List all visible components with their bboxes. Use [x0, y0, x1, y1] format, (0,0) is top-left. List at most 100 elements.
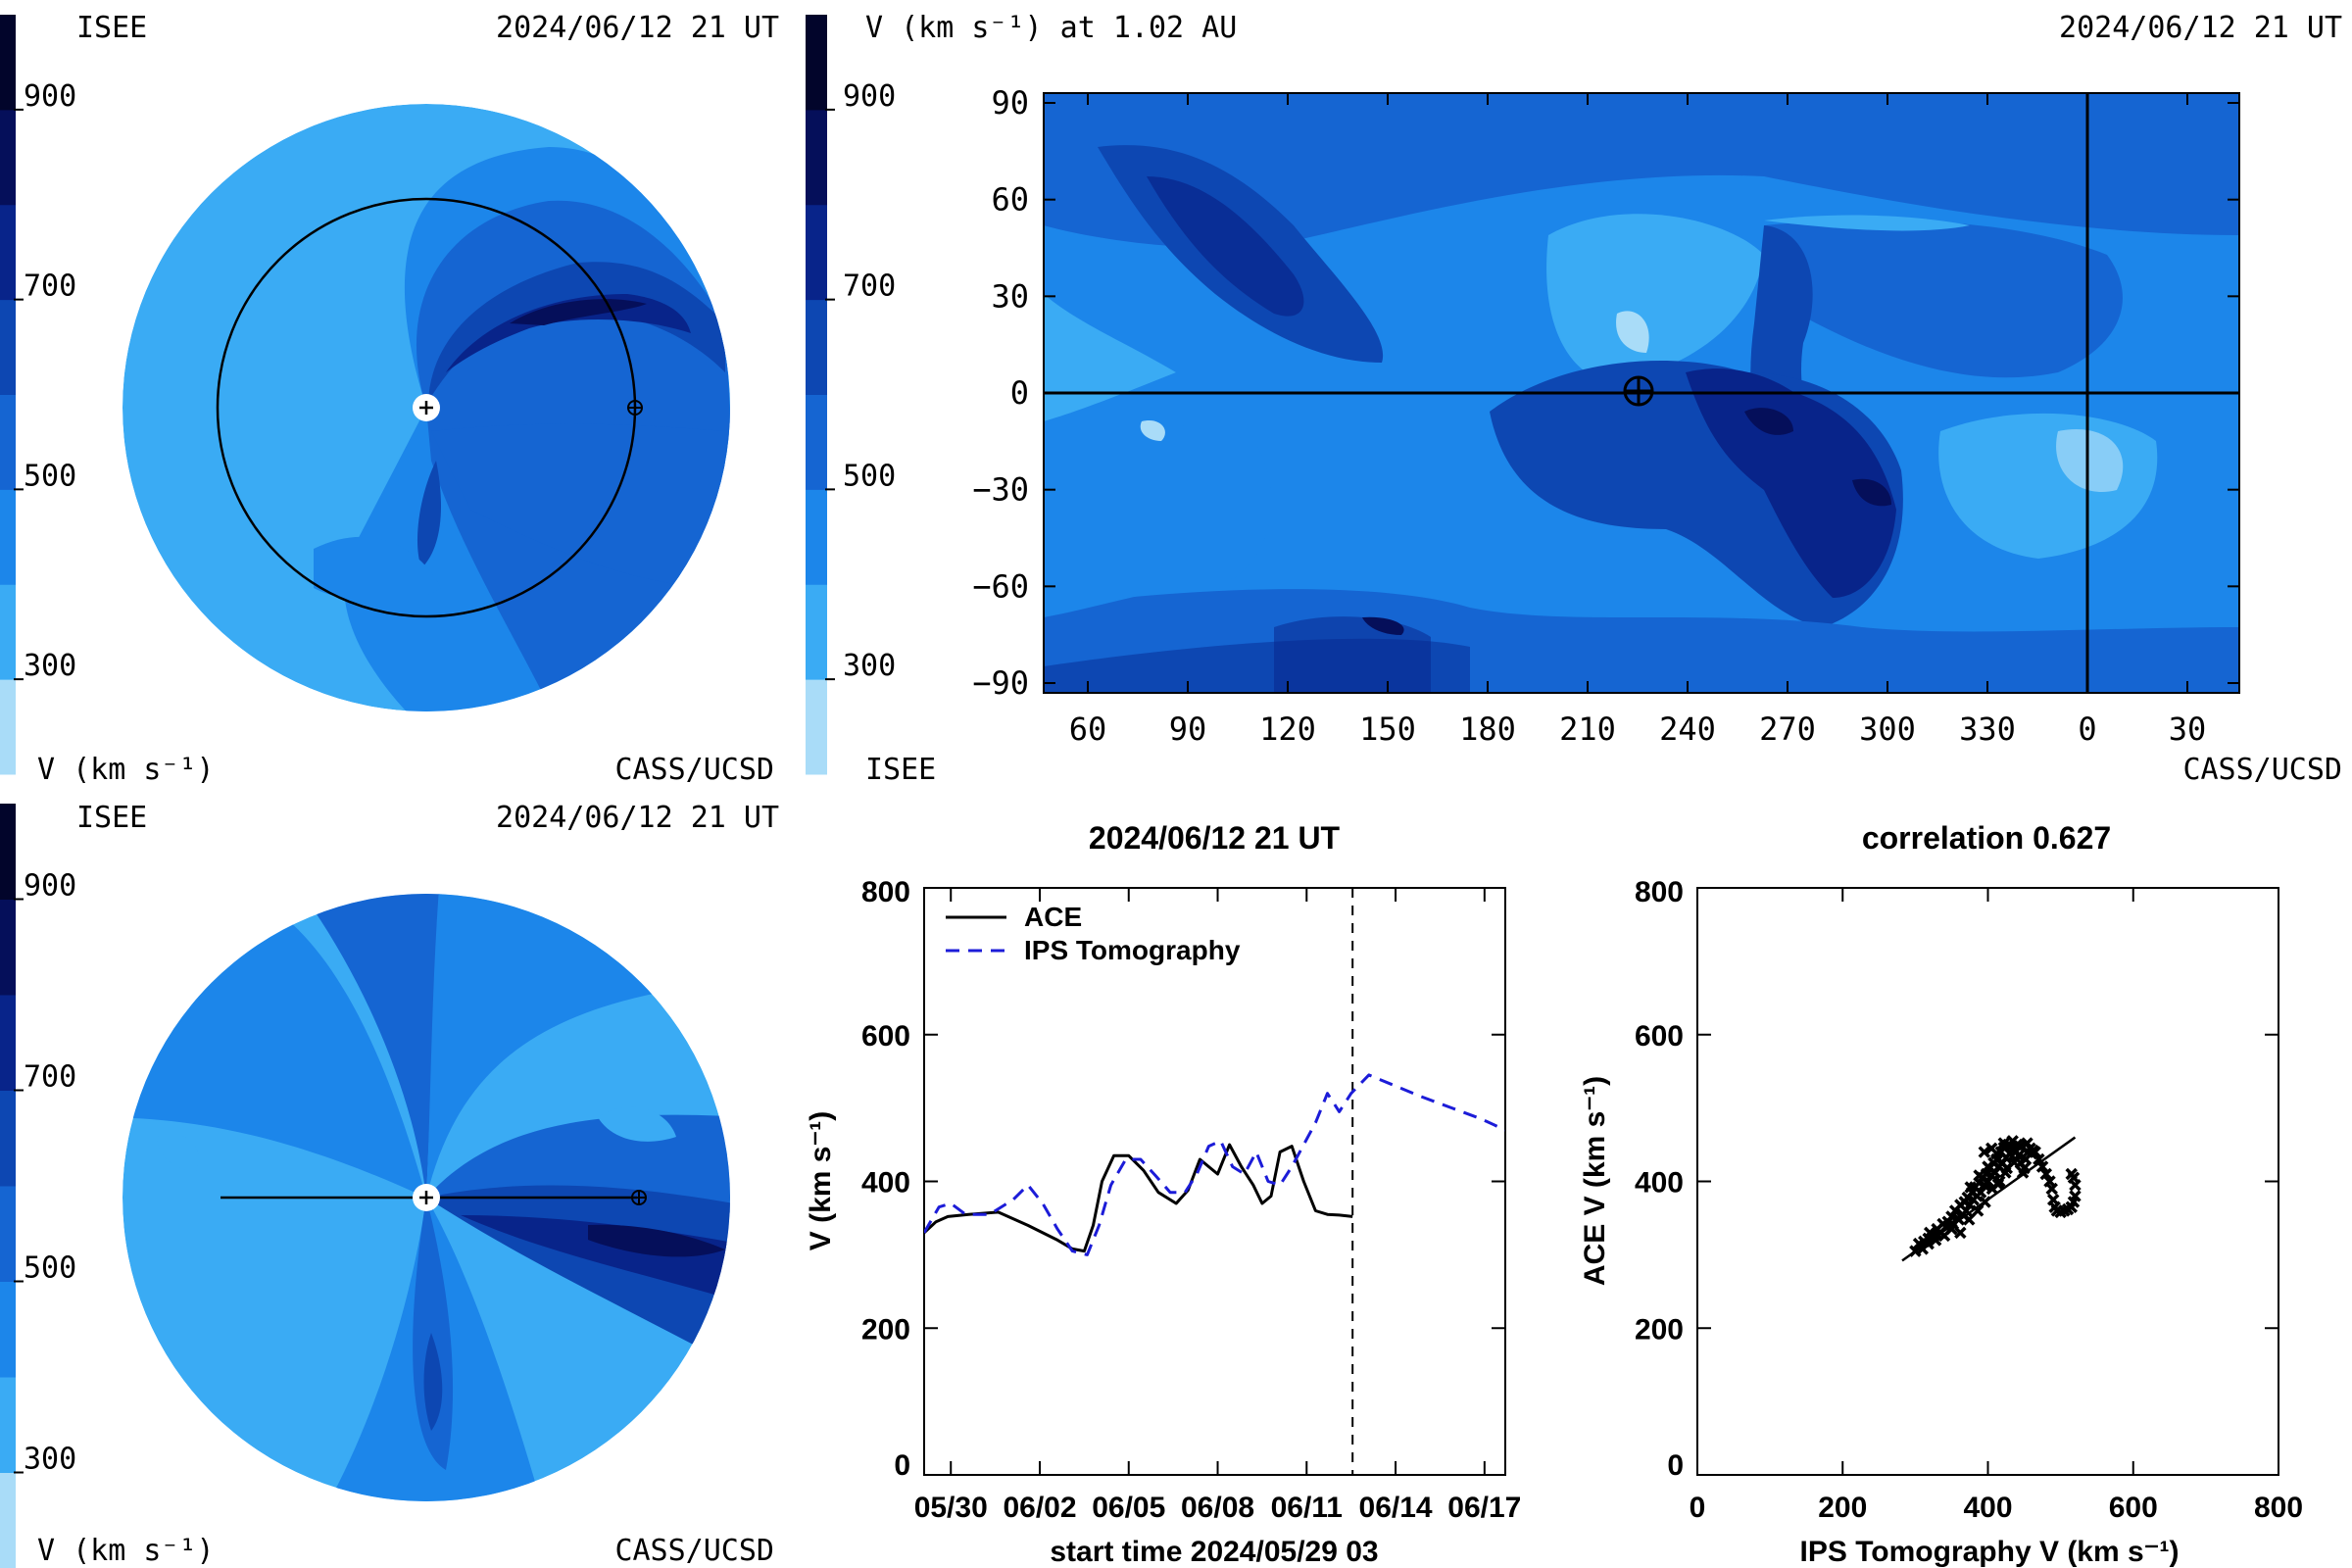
colorbar-unit-label: V (km s⁻¹): [37, 1534, 215, 1568]
y-tick-label: −30: [972, 471, 1029, 509]
scatter-point: [2013, 1140, 2027, 1152]
institution-label: ISEE: [76, 801, 147, 835]
scatter-point: [2021, 1137, 2034, 1150]
colorbar-segment: [0, 204, 16, 301]
timeseries-frame: [923, 887, 1506, 1476]
timeseries-panel: 2024/06/12 21 UT 0 200 400 600 800 05/30 06/02…: [805, 820, 1521, 1568]
colorbar-tick-label: 900: [24, 79, 76, 114]
x-tick-label: 06/17: [1447, 1492, 1521, 1524]
x-tick-label: 06/11: [1271, 1492, 1343, 1524]
scatter-panel: correlation 0.627 0 200 400 600 800 0 200 400 60…: [1579, 820, 2303, 1568]
colorbar-tick-label: 500: [24, 459, 76, 493]
colorbar-segment: [806, 489, 827, 585]
scatter-points: [1901, 1135, 2082, 1262]
timeseries-axes: 0 200 400 600 800 05/30 06/02 06/05 06/08 06/11 06…: [861, 876, 1521, 1524]
scatter-point: [2033, 1152, 2045, 1166]
scatter-point: [2007, 1155, 2021, 1169]
scatter-point: [1929, 1234, 1942, 1247]
earth-icon: [627, 400, 643, 416]
y-tick-label: 0: [1667, 1449, 1684, 1482]
scatter-point: [2029, 1146, 2041, 1158]
timestamp-label: 2024/06/12 21 UT: [496, 11, 779, 45]
scatter-point: [1978, 1146, 1991, 1158]
legend-ace-label: ACE: [1024, 902, 1082, 932]
colorbar-tick-label: 700: [24, 1060, 76, 1095]
colorbar-left-bottom: 900 700 500 300: [0, 804, 76, 1568]
x-tick-label: 240: [1659, 710, 1716, 748]
colorbar-segment: [0, 679, 16, 775]
x-tick-label: 05/30: [914, 1492, 988, 1524]
colorbar-segment: [806, 584, 827, 680]
y-tick-label: 90: [991, 84, 1029, 122]
colorbar-segment: [0, 489, 16, 585]
fit-line: [1901, 1136, 2077, 1262]
scatter-point: [1997, 1137, 2011, 1150]
colorbar-segment: [806, 299, 827, 395]
colorbar-segment: [0, 1281, 16, 1378]
y-tick-label: 400: [861, 1167, 910, 1200]
scatter-point: [1964, 1181, 1977, 1194]
timestamp-label: 2024/06/12 21 UT: [2059, 11, 2342, 45]
scatter-point: [2045, 1182, 2058, 1196]
timeseries-title: 2024/06/12 21 UT: [1089, 820, 1341, 856]
meridional-panel: 900 700 500 300 ISEE 2024/06/12 21 UT V (km…: [0, 801, 779, 1568]
sun-icon: [413, 394, 440, 421]
colorbar-segment: [806, 204, 827, 301]
y-tick-label: 600: [1635, 1020, 1684, 1053]
timeseries-x-label: start time 2024/05/29 03: [1050, 1536, 1378, 1568]
scatter-point: [2065, 1167, 2078, 1181]
x-tick-label: 30: [2169, 710, 2207, 748]
colorbar-segment: [0, 394, 16, 490]
timeseries-y-label: V (km s⁻¹): [805, 1111, 837, 1251]
x-tick-label: 150: [1359, 710, 1416, 748]
colorbar-tick-label: 900: [24, 869, 76, 904]
x-tick-label: 800: [2254, 1492, 2303, 1524]
colorbar-segment: [806, 109, 827, 206]
institution-label: ISEE: [76, 11, 147, 45]
credit-label: CASS/UCSD: [614, 1534, 774, 1568]
colorbar-tick-label: 500: [24, 1251, 76, 1286]
colorbar-segment: [806, 679, 827, 775]
y-tick-label: 800: [1635, 876, 1684, 908]
scatter-point: [1916, 1243, 1930, 1255]
y-tick-label: 0: [1010, 374, 1029, 412]
scatter-point: [1954, 1226, 1967, 1240]
x-tick-label: 600: [2109, 1492, 2158, 1524]
y-tick-label: 400: [1635, 1167, 1684, 1200]
scatter-y-label: ACE V (km s⁻¹): [1579, 1076, 1611, 1286]
colorbar-tick-label: 700: [24, 270, 76, 304]
timestamp-label: 2024/06/12 21 UT: [496, 801, 779, 835]
colorbar-left-top: 900 700 500 300: [0, 15, 76, 775]
series-line-ips-tomography: [924, 1073, 1505, 1256]
x-tick-label: 200: [1818, 1492, 1867, 1524]
scatter-point: [1973, 1169, 1985, 1182]
colorbar-segment: [0, 899, 16, 996]
y-tick-label: 800: [861, 876, 910, 908]
colorbar-segment: [0, 584, 16, 680]
y-tick-label: 30: [991, 277, 1029, 315]
credit-label: CASS/UCSD: [614, 753, 774, 787]
series-line-ace: [924, 1143, 1353, 1253]
x-tick-label: 06/02: [1003, 1492, 1076, 1524]
colorbar-tick-label: 900: [843, 79, 896, 114]
x-tick-label: 06/05: [1092, 1492, 1165, 1524]
scatter-point: [1991, 1178, 2005, 1191]
colorbar-segment: [0, 804, 16, 900]
x-tick-label: 06/14: [1359, 1492, 1433, 1524]
synoptic-x-axis: 60 90 120 150 180 210 240 270 300 330 0 30: [1069, 93, 2207, 748]
timeseries-legend: ACE IPS Tomography: [946, 902, 1241, 965]
y-tick-label: 0: [894, 1449, 910, 1482]
colorbar-unit-label: V (km s⁻¹): [37, 753, 215, 787]
colorbar-tick-label: 500: [843, 459, 896, 493]
scatter-point: [1974, 1186, 1987, 1199]
colorbar-segment: [806, 394, 827, 490]
sun-icon: [413, 1184, 440, 1211]
institution-label: ISEE: [865, 753, 936, 787]
scatter-point: [1982, 1160, 1994, 1173]
y-tick-label: 60: [991, 181, 1029, 219]
earth-icon: [1623, 375, 1654, 407]
y-tick-label: −60: [972, 567, 1029, 605]
credit-label: CASS/UCSD: [2182, 753, 2342, 787]
